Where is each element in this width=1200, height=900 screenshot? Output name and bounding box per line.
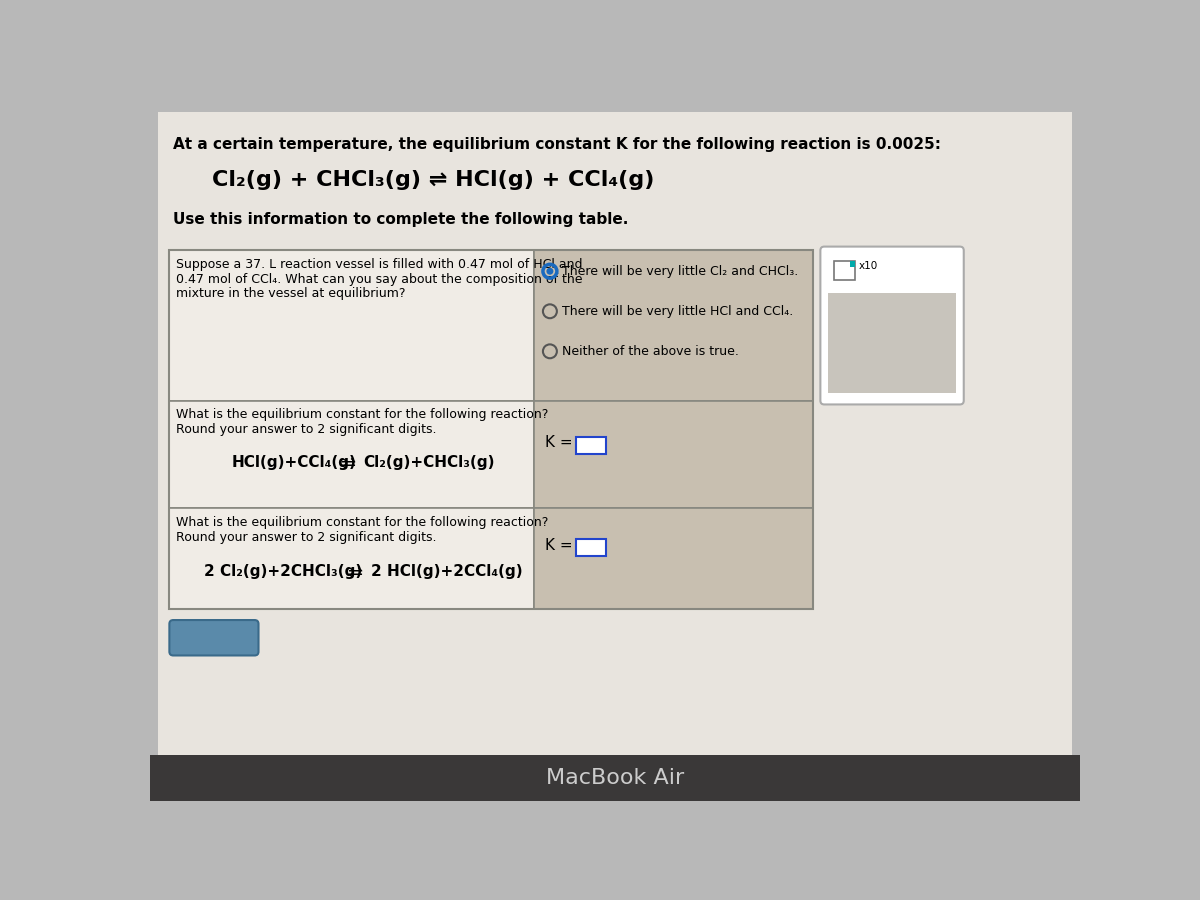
Text: x10: x10	[858, 261, 877, 271]
Text: At a certain temperature, the equilibrium constant K for the following reaction : At a certain temperature, the equilibriu…	[173, 138, 941, 152]
Text: Cl₂(g) + CHCl₃(g) ⇌ HCl(g) + CCl₄(g): Cl₂(g) + CHCl₃(g) ⇌ HCl(g) + CCl₄(g)	[212, 169, 654, 190]
Bar	[534, 508, 812, 608]
Bar	[534, 400, 812, 508]
FancyBboxPatch shape	[821, 247, 964, 404]
Text: K =: K =	[545, 537, 577, 553]
Bar	[576, 436, 606, 454]
Text: Cl₂(g)+CHCl₃(g): Cl₂(g)+CHCl₃(g)	[364, 454, 494, 470]
Text: Round your answer to 2 significant digits.: Round your answer to 2 significant digit…	[175, 531, 436, 544]
Text: mixture in the vessel at equilibrium?: mixture in the vessel at equilibrium?	[175, 287, 406, 301]
Bar	[169, 400, 534, 508]
Text: What is the equilibrium constant for the following reaction?: What is the equilibrium constant for the…	[175, 516, 548, 529]
Text: K =: K =	[545, 436, 577, 450]
Text: HCl(g)+CCl₄(g): HCl(g)+CCl₄(g)	[232, 454, 356, 470]
Text: 2 HCl(g)+2CCl₄(g): 2 HCl(g)+2CCl₄(g)	[371, 563, 522, 579]
Bar	[576, 539, 606, 556]
Circle shape	[546, 268, 553, 274]
Text: ↺: ↺	[869, 299, 888, 319]
Text: There will be very little HCl and CCl₄.: There will be very little HCl and CCl₄.	[562, 305, 793, 318]
Bar	[150, 755, 1080, 801]
Text: Round your answer to 2 significant digits.: Round your answer to 2 significant digit…	[175, 423, 436, 436]
Text: 0.47 mol of CCl₄. What can you say about the composition of the: 0.47 mol of CCl₄. What can you say about…	[175, 273, 582, 286]
Text: Use this information to complete the following table.: Use this information to complete the fol…	[173, 212, 629, 227]
FancyBboxPatch shape	[169, 620, 258, 655]
Bar	[169, 250, 812, 608]
Text: What is the equilibrium constant for the following reaction?: What is the equilibrium constant for the…	[175, 409, 548, 421]
Bar	[534, 250, 812, 400]
Text: ×: ×	[832, 299, 851, 319]
Text: MacBook Air: MacBook Air	[546, 768, 684, 788]
Text: Neither of the above is true.: Neither of the above is true.	[562, 346, 738, 358]
Bar	[169, 250, 534, 400]
Text: ?: ?	[907, 299, 919, 319]
Bar	[850, 261, 856, 266]
Text: ⇌: ⇌	[340, 454, 355, 472]
Text: 2 Cl₂(g)+2CHCl₃(g): 2 Cl₂(g)+2CHCl₃(g)	[204, 563, 362, 579]
Bar	[834, 261, 856, 280]
Bar	[828, 292, 956, 393]
Bar	[169, 508, 534, 608]
Text: Continue: Continue	[176, 630, 251, 645]
Text: ⇌: ⇌	[348, 563, 362, 581]
Text: There will be very little Cl₂ and CHCl₃.: There will be very little Cl₂ and CHCl₃.	[562, 266, 798, 278]
Text: Suppose a 37. L reaction vessel is filled with 0.47 mol of HCl and: Suppose a 37. L reaction vessel is fille…	[175, 258, 582, 271]
